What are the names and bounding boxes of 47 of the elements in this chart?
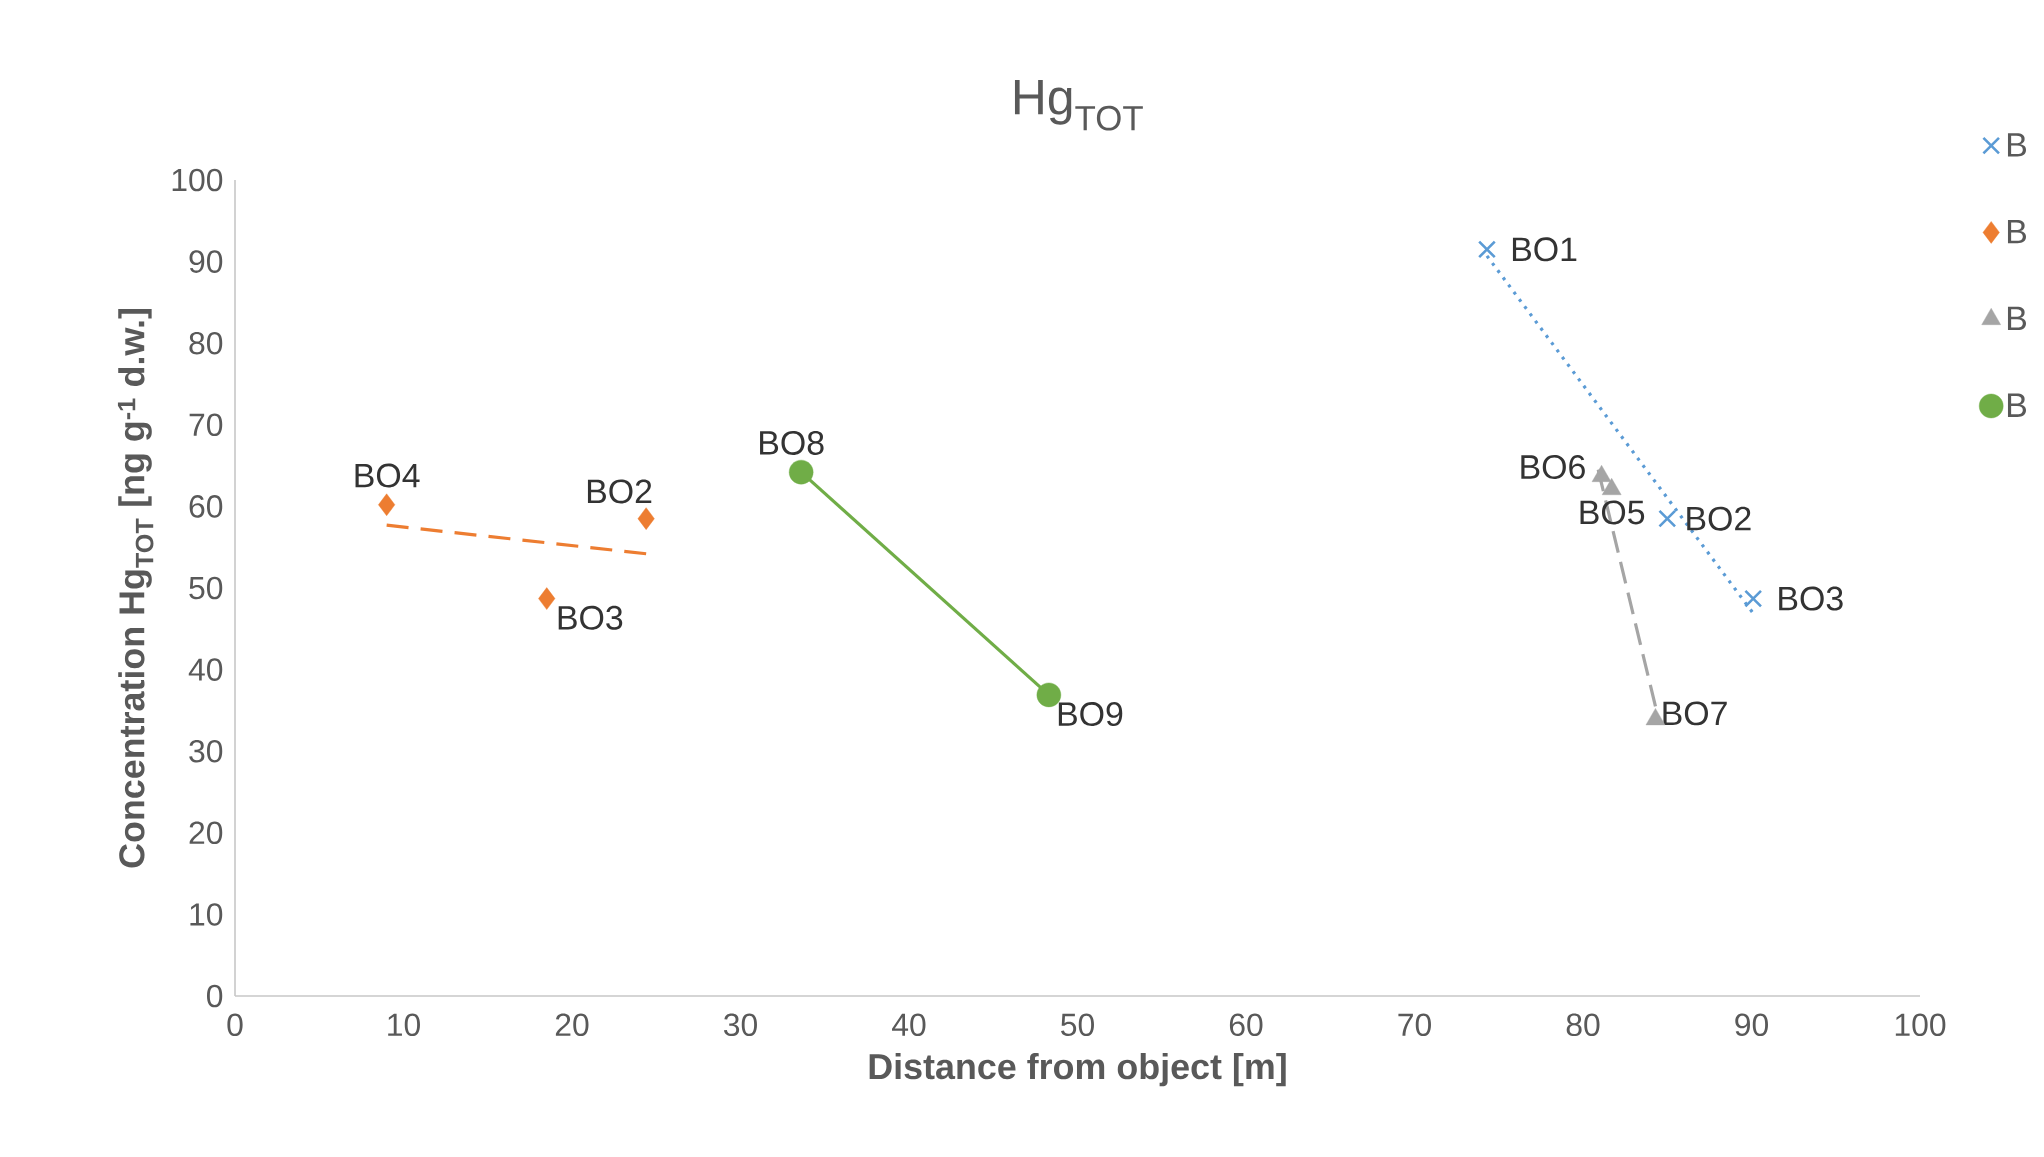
x-tick-label: 100 [1895, 1013, 1946, 1037]
y-tick-label: 70 [189, 413, 223, 437]
point [1744, 589, 1763, 608]
annotation: BO5 [1580, 500, 1645, 525]
annotation: BO9 [1058, 702, 1123, 727]
point [378, 493, 396, 516]
annotation: BO6 [1521, 455, 1585, 479]
chart-title: Hg$_{TOT}$ [1014, 80, 1143, 131]
x-tick-label: 80 [1566, 1013, 1600, 1037]
y-axis-title: Concentration Hg$_{TOT}$ [ng g$^{-1}$ d.w.] [117, 309, 154, 868]
x-tick-label: 50 [1061, 1013, 1094, 1037]
legend-label: B [2007, 133, 2026, 157]
y-tick-label: 80 [189, 331, 223, 355]
legend-label: B [2007, 220, 2026, 244]
legend-label: B [2007, 393, 2026, 417]
legend-label: B [2007, 306, 2026, 331]
annotation: BO7 [1663, 701, 1727, 726]
x-axis-title: Distance from object [m] [869, 1052, 1286, 1087]
x-tick-label: 10 [388, 1013, 420, 1037]
y-tick-label: 0 [207, 984, 223, 1008]
y-tick-label: 20 [189, 821, 223, 845]
annotation: BO2 [587, 479, 652, 504]
point [1477, 240, 1497, 259]
annotation: BO4 [355, 463, 420, 488]
annotation: BO1 [1512, 237, 1577, 262]
x-tick-label: 20 [555, 1013, 589, 1037]
y-tick-label: 30 [189, 739, 223, 763]
annotation: BO8 [760, 430, 824, 455]
x-tick-label: 70 [1398, 1013, 1431, 1037]
x-tick-label: 60 [1229, 1013, 1263, 1037]
y-tick-label: 90 [189, 250, 223, 273]
y-tick-label: 100 [172, 168, 223, 192]
x-tick-label: 0 [227, 1013, 243, 1037]
point [637, 507, 655, 530]
y-tick-label: 50 [189, 576, 223, 600]
annotation: BO3 [1779, 586, 1843, 611]
y-tick-label: 40 [188, 658, 223, 681]
x-tick-label: 40 [892, 1013, 926, 1037]
y-tick-label: 60 [189, 495, 223, 518]
annotation: BO2 [1687, 506, 1751, 531]
x-tick-label: 90 [1735, 1013, 1768, 1037]
annotation: BO3 [558, 605, 623, 630]
point [788, 459, 814, 485]
y-tick-label: 10 [190, 903, 223, 926]
x-tick-label: 30 [723, 1013, 757, 1037]
point [1658, 509, 1677, 528]
point [538, 587, 556, 610]
